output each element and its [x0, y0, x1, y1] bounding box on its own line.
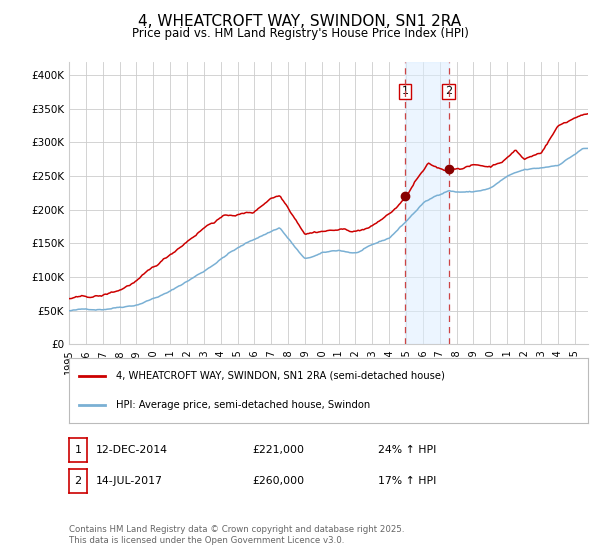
Text: 1: 1 [401, 86, 409, 96]
Text: 2: 2 [74, 476, 82, 486]
Text: 2: 2 [445, 86, 452, 96]
Bar [405, 62, 449, 344]
Text: 14-JUL-2017: 14-JUL-2017 [96, 476, 163, 486]
Text: HPI: Average price, semi-detached house, Swindon: HPI: Average price, semi-detached house,… [116, 400, 370, 410]
Text: 1: 1 [74, 445, 82, 455]
Text: 4, WHEATCROFT WAY, SWINDON, SN1 2RA (semi-detached house): 4, WHEATCROFT WAY, SWINDON, SN1 2RA (sem… [116, 371, 445, 381]
Text: £260,000: £260,000 [252, 476, 304, 486]
Text: 24% ↑ HPI: 24% ↑ HPI [378, 445, 436, 455]
Text: 17% ↑ HPI: 17% ↑ HPI [378, 476, 436, 486]
Text: Contains HM Land Registry data © Crown copyright and database right 2025.
This d: Contains HM Land Registry data © Crown c… [69, 525, 404, 545]
Text: 12-DEC-2014: 12-DEC-2014 [96, 445, 168, 455]
Text: 4, WHEATCROFT WAY, SWINDON, SN1 2RA: 4, WHEATCROFT WAY, SWINDON, SN1 2RA [139, 14, 461, 29]
Text: Price paid vs. HM Land Registry's House Price Index (HPI): Price paid vs. HM Land Registry's House … [131, 27, 469, 40]
Text: £221,000: £221,000 [252, 445, 304, 455]
